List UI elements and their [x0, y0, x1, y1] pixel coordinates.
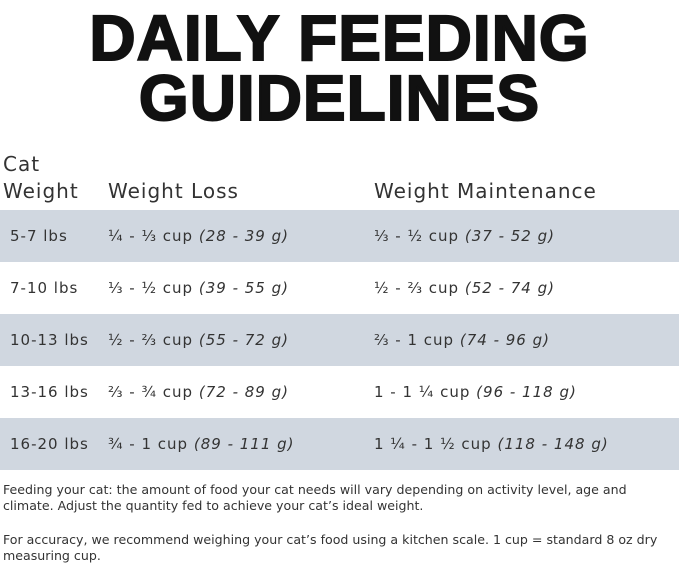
- note: Feeding your cat: the amount of food you…: [3, 482, 627, 513]
- column-header: Weight Loss: [108, 179, 239, 203]
- gram-amount: (37 - 52 g): [464, 227, 555, 245]
- amount-cell: ¾ - 1 cup (89 - 111 g): [108, 418, 295, 470]
- amount-cell: ⅓ - ½ cup (39 - 55 g): [108, 262, 289, 314]
- table-row: 10-13 lbs ½ - ⅔ cup (55 - 72 g) ⅔ - 1 cup …: [0, 314, 679, 366]
- title-line: DAILY FEEDING: [88, 2, 590, 74]
- table-row: 5-7 lbs ¼ - ⅓ cup (28 - 39 g) ⅓ - ½ cup (3…: [0, 210, 679, 262]
- gram-amount: (72 - 89 g): [198, 383, 289, 401]
- title-line: GUIDELINES: [138, 62, 541, 134]
- amount-cell: ⅓ - ½ cup (37 - 52 g): [374, 210, 555, 262]
- column-header: Cat Weight: [3, 152, 79, 203]
- weight-cell: 16-20 lbs: [10, 435, 89, 453]
- amount-cell: ½ - ⅔ cup (52 - 74 g): [374, 262, 555, 314]
- gram-amount: (52 - 74 g): [464, 279, 555, 297]
- cup-amount: 1 ¼ - 1 ½ cup: [374, 435, 492, 453]
- gram-amount: (118 - 148 g): [497, 435, 609, 453]
- cup-amount: ½ - ⅔ cup: [374, 279, 460, 297]
- weight-cell: 5-7 lbs: [10, 227, 68, 245]
- amount-cell: ⅔ - 1 cup (74 - 96 g): [374, 314, 550, 366]
- gram-amount: (96 - 118 g): [476, 383, 577, 401]
- amount-cell: 1 ¼ - 1 ½ cup (118 - 148 g): [374, 418, 609, 470]
- amount-cell: ¼ - ⅓ cup (28 - 39 g): [108, 210, 289, 262]
- gram-amount: (74 - 96 g): [459, 331, 550, 349]
- cup-amount: ⅔ - ¾ cup: [108, 383, 194, 401]
- table-row: 13-16 lbs ⅔ - ¾ cup (72 - 89 g) 1 - 1 ¼ cu…: [0, 366, 679, 418]
- table-row: 7-10 lbs ⅓ - ½ cup (39 - 55 g) ½ - ⅔ cup (…: [0, 262, 679, 314]
- amount-cell: ½ - ⅔ cup (55 - 72 g): [108, 314, 289, 366]
- cup-amount: ⅓ - ½ cup: [108, 279, 194, 297]
- gram-amount: (28 - 39 g): [198, 227, 289, 245]
- gram-amount: (55 - 72 g): [198, 331, 289, 349]
- table-row: 16-20 lbs ¾ - 1 cup (89 - 111 g) 1 ¼ - 1 ½…: [0, 418, 679, 470]
- weight-cell: 10-13 lbs: [10, 331, 89, 349]
- cup-amount: ⅓ - ½ cup: [374, 227, 460, 245]
- weight-cell: 7-10 lbs: [10, 279, 79, 297]
- cup-amount: 1 - 1 ¼ cup: [374, 383, 471, 401]
- weight-cell: 13-16 lbs: [10, 383, 89, 401]
- cup-amount: ⅔ - 1 cup: [374, 331, 455, 349]
- note: For accuracy, we recommend weighing your…: [3, 532, 658, 563]
- cup-amount: ¼ - ⅓ cup: [108, 227, 194, 245]
- column-header: Weight Maintenance: [374, 179, 597, 203]
- gram-amount: (39 - 55 g): [198, 279, 289, 297]
- cup-amount: ¾ - 1 cup: [108, 435, 189, 453]
- cup-amount: ½ - ⅔ cup: [108, 331, 194, 349]
- amount-cell: ⅔ - ¾ cup (72 - 89 g): [108, 366, 289, 418]
- amount-cell: 1 - 1 ¼ cup (96 - 118 g): [374, 366, 577, 418]
- gram-amount: (89 - 111 g): [193, 435, 295, 453]
